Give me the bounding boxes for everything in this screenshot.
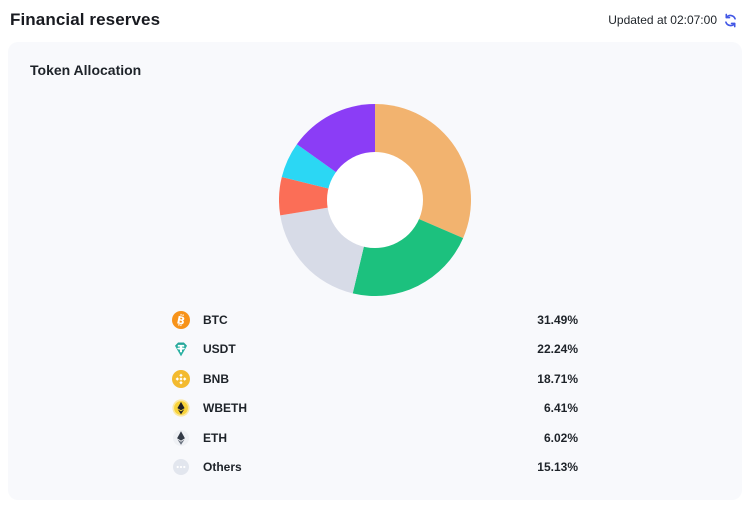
legend-row-eth: ETH 6.02% [172, 423, 578, 453]
legend-row-others: Others 15.13% [172, 453, 578, 483]
page-header: Financial reserves Updated at 02:07:00 [0, 0, 750, 40]
donut-segment-wbeth[interactable] [279, 177, 375, 216]
legend-row-wbeth: WBETH 6.41% [172, 394, 578, 424]
token-label: Others [203, 460, 242, 475]
token-label: WBETH [203, 401, 247, 416]
refresh-icon[interactable] [723, 13, 738, 28]
token-percent: 6.02% [543, 430, 578, 445]
token-label: BNB [203, 371, 229, 386]
token-allocation-card: Token Allocation B BTC 31.49% USDT 22.24% BNB… [8, 42, 742, 500]
donut-hole [327, 152, 423, 248]
legend-row-btc: B BTC 31.49% [172, 305, 578, 335]
wbeth-icon [172, 399, 190, 417]
token-percent: 6.41% [543, 401, 578, 416]
token-label: BTC [203, 312, 228, 327]
token-allocation-donut-chart [279, 104, 471, 296]
token-percent: 31.49% [537, 312, 578, 327]
usdt-icon [172, 340, 190, 358]
svg-text:B: B [176, 314, 186, 327]
page-title: Financial reserves [10, 10, 161, 29]
btc-icon: B [172, 310, 190, 329]
eth-icon [172, 429, 190, 447]
card-title: Token Allocation [30, 62, 142, 78]
updated-at-label: Updated at 02:07:00 [608, 13, 717, 27]
token-label: ETH [203, 430, 227, 445]
others-icon [172, 458, 190, 476]
legend-row-bnb: BNB 18.71% [172, 364, 578, 394]
token-percent: 22.24% [537, 342, 578, 357]
token-label: USDT [203, 342, 236, 357]
updated-at: Updated at 02:07:00 [608, 13, 738, 28]
bnb-icon [172, 369, 190, 388]
legend-row-usdt: USDT 22.24% [172, 335, 578, 365]
token-legend: B BTC 31.49% USDT 22.24% BNB 18.71% WBETH 6.41% E… [172, 305, 578, 482]
token-percent: 18.71% [537, 371, 578, 386]
token-percent: 15.13% [537, 460, 578, 475]
donut-chart-svg [279, 104, 471, 296]
